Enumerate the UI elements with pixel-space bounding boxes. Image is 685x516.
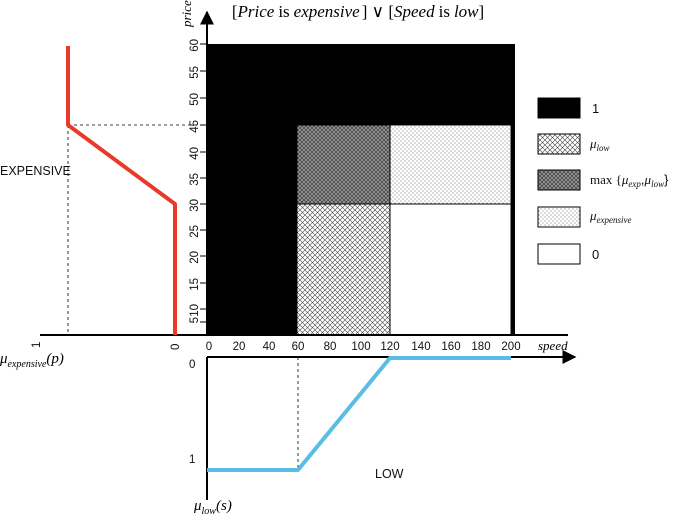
low-axis-zero: 0: [189, 359, 195, 371]
legend-label-one: 1: [592, 101, 599, 116]
expensive-axis-zero: 0: [170, 344, 182, 350]
price-tick-label: 5: [189, 317, 201, 323]
regions: [207, 44, 515, 336]
speed-tick-label: 80: [324, 341, 337, 353]
speed-axis-label: speed: [538, 338, 568, 353]
expensive-axis-one: 1: [31, 342, 43, 348]
speed-tick-label: 160: [441, 341, 460, 353]
mu-expensive-label: μexpensive(p): [0, 351, 64, 370]
price-tick-label: 50: [189, 93, 201, 106]
speed-ticks: 0 20 40 60 80 100 120 140 160 180 200: [206, 341, 521, 353]
speed-tick-label: 20: [233, 341, 246, 353]
price-axis-label: price: [179, 0, 194, 28]
mu-low-label: μlow(s): [193, 498, 232, 516]
speed-tick-label: 180: [471, 341, 490, 353]
price-tick-label: 35: [189, 173, 201, 186]
speed-tick-label: 0: [206, 341, 212, 353]
legend-swatch-mu-expensive: [537, 206, 581, 228]
region-mu-expensive: [389, 124, 512, 205]
price-tick-label: 60: [189, 39, 201, 52]
speed-tick-label: 200: [501, 341, 520, 353]
legend-swatch-one: [537, 97, 581, 119]
speed-tick-label: 120: [380, 341, 399, 353]
legend-swatch-mu-low: [537, 133, 581, 155]
low-membership-plot: 0 1 LOW μlow(s): [189, 350, 577, 516]
price-tick-label: 25: [189, 225, 201, 238]
main-axes: price speed: [40, 0, 568, 353]
expensive-set-label: EXPENSIVE: [0, 164, 71, 178]
speed-tick-label: 100: [351, 341, 370, 353]
price-tick-label: 45: [189, 120, 201, 133]
region-max: [296, 124, 391, 205]
low-curve: [207, 356, 511, 472]
low-set-label: LOW: [375, 467, 404, 481]
speed-tick-label: 60: [292, 341, 305, 353]
speed-tick-label: 40: [263, 341, 276, 353]
speed-tick-label: 140: [411, 341, 430, 353]
expensive-curve: [66, 46, 177, 335]
price-tick-label: 10: [189, 304, 201, 317]
price-tick-label: 20: [189, 251, 201, 264]
legend-swatch-zero: [537, 243, 581, 265]
expensive-membership-plot: EXPENSIVE 1 0 μexpensive(p): [0, 46, 200, 370]
legend-label-mu-low: μlow: [589, 136, 610, 153]
price-tick-label: 30: [189, 199, 201, 212]
legend-label-max: max {μexp,μlow}: [590, 172, 669, 189]
diagram-title: [Price is expensive] ∨ [Speed is low]: [232, 2, 484, 21]
price-tick-label: 55: [189, 66, 201, 79]
region-mu-low: [296, 203, 391, 336]
legend-label-mu-expensive: μexpensive: [589, 208, 632, 225]
legend: 1 μlow max {μexp,μlow} μexpensive 0: [537, 97, 669, 265]
low-axis-one: 1: [189, 454, 195, 466]
legend-label-zero: 0: [592, 247, 599, 262]
price-ticks: 60 55 50 45 40 35 30 25 20 15 10 5: [189, 39, 207, 323]
legend-swatch-max: [537, 169, 581, 191]
price-tick-label: 40: [189, 147, 201, 160]
price-tick-label: 15: [189, 278, 201, 291]
region-zero: [389, 203, 512, 336]
